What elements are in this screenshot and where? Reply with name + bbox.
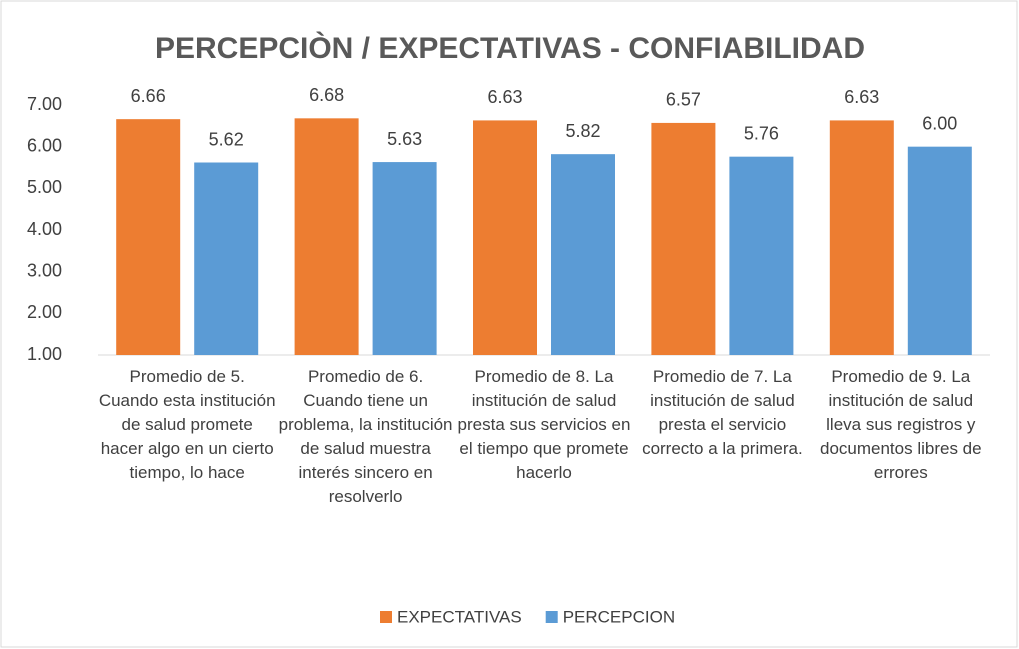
data-label: 6.66 <box>131 86 166 106</box>
data-label: 6.57 <box>666 90 701 110</box>
bar <box>116 119 181 356</box>
x-tick-label: Promedio de 7. La institución de salud p… <box>642 367 803 458</box>
bar <box>372 162 437 355</box>
legend-swatch <box>380 611 392 623</box>
bar <box>907 146 972 355</box>
y-tick-label: 5.00 <box>27 177 62 197</box>
y-tick-label: 4.00 <box>27 219 62 239</box>
x-tick-label: Promedio de 6. Cuando tiene un problema,… <box>278 367 453 506</box>
bar <box>551 154 615 355</box>
data-label: 6.63 <box>487 87 522 107</box>
y-tick-label: 1.00 <box>27 344 62 364</box>
bar <box>473 120 537 356</box>
legend-label: EXPECTATIVAS <box>397 607 522 626</box>
y-tick-label: 3.00 <box>27 260 62 280</box>
bar <box>651 122 716 356</box>
legend-label: PERCEPCION <box>563 607 675 626</box>
data-label: 5.62 <box>209 129 244 149</box>
x-tick-label: Promedio de 9. La institución de salud l… <box>819 367 982 482</box>
chart-title: PERCEPCIÒN / EXPECTATIVAS - CONFIABILIDA… <box>155 31 865 65</box>
data-label: 5.82 <box>565 121 600 141</box>
y-tick-label: 2.00 <box>27 302 62 322</box>
bar <box>729 156 794 355</box>
y-tick-label: 7.00 <box>27 94 62 114</box>
bar <box>829 120 894 356</box>
legend-swatch <box>545 611 558 623</box>
x-tick-label: Promedio de 8. La institución de salud p… <box>457 367 631 482</box>
data-label: 6.68 <box>309 85 344 105</box>
y-tick-label: 6.00 <box>27 135 62 155</box>
bar <box>194 162 259 355</box>
bar <box>294 118 359 355</box>
x-tick-label: Promedio de 5. Cuando esta institución d… <box>98 367 276 482</box>
data-label: 6.00 <box>922 113 957 133</box>
data-label: 6.63 <box>844 87 879 107</box>
data-label: 5.76 <box>744 123 779 143</box>
data-label: 5.63 <box>387 129 422 149</box>
